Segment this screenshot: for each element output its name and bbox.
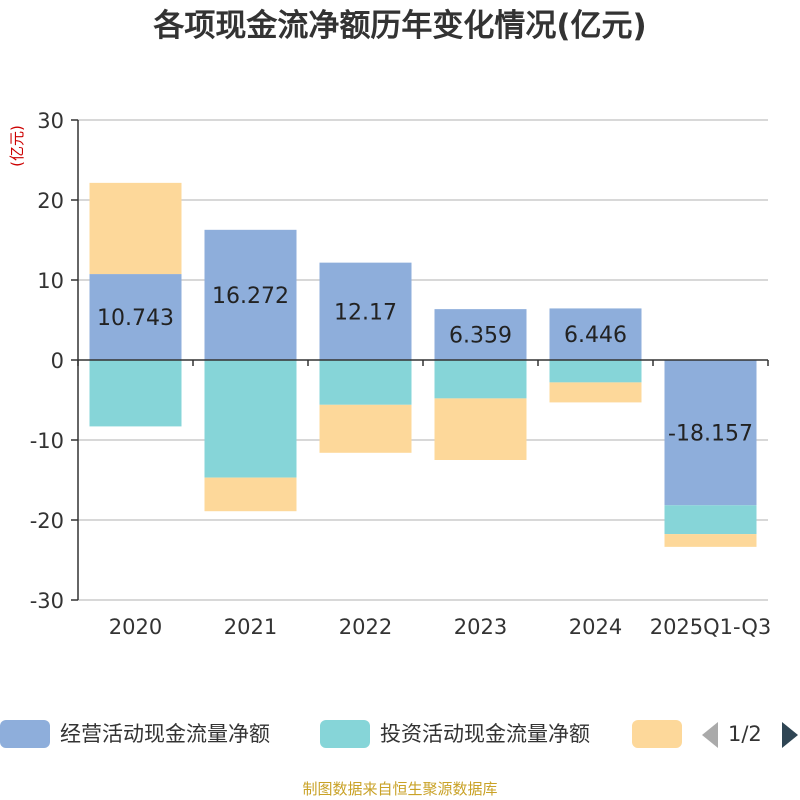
legend-page-indicator: 1/2 bbox=[728, 722, 762, 746]
bar-series-2-2020[interactable] bbox=[89, 182, 182, 275]
cash-flow-chart: 30 20 10 0 -10 -20 -30 2020 2021 2022 2023 2024 2025… bbox=[8, 109, 772, 639]
data-labels: 10.743 16.272 12.17 6.359 6.446 -18.157 bbox=[97, 284, 753, 447]
x-tick-label: 2024 bbox=[569, 615, 622, 639]
y-axis-title: (亿元) bbox=[8, 125, 26, 167]
y-tick-label: -10 bbox=[30, 429, 64, 453]
bar-series-1-2021[interactable] bbox=[204, 360, 297, 478]
x-tick-label: 2025Q1-Q3 bbox=[650, 615, 772, 639]
legend-prev-page-icon[interactable] bbox=[702, 722, 718, 748]
bar-series-2-2022[interactable] bbox=[319, 404, 412, 453]
legend-swatch-financing bbox=[632, 720, 682, 748]
bar-series-0-2025Q1-Q3[interactable] bbox=[664, 360, 757, 506]
bar-series-1-2024[interactable] bbox=[549, 360, 642, 383]
axes: 30 20 10 0 -10 -20 -30 2020 2021 2022 2023 2024 2025… bbox=[30, 109, 772, 639]
bar-series-0-2024[interactable] bbox=[549, 308, 642, 360]
bar-series-1-2025Q1-Q3[interactable] bbox=[664, 505, 757, 535]
bar-series-1-2023[interactable] bbox=[434, 360, 527, 399]
y-tick-label: 30 bbox=[37, 109, 64, 133]
legend-swatch-operating bbox=[0, 720, 50, 748]
data-label: 16.272 bbox=[212, 284, 289, 309]
bar-series-2-2025Q1-Q3[interactable] bbox=[664, 534, 757, 547]
bar-series-0-2021[interactable] bbox=[204, 229, 297, 360]
legend-label-operating: 经营活动现金流量净额 bbox=[60, 722, 270, 746]
y-tick-label: 0 bbox=[51, 349, 64, 373]
chart-title: 各项现金流净额历年变化情况(亿元) bbox=[153, 8, 647, 44]
bar-series-1-2022[interactable] bbox=[319, 360, 412, 405]
legend: 经营活动现金流量净额 投资活动现金流量净额 bbox=[0, 716, 800, 752]
data-label: -18.157 bbox=[668, 422, 753, 447]
x-tick-label: 2021 bbox=[224, 615, 277, 639]
legend-swatch-investing bbox=[320, 720, 370, 748]
bars bbox=[89, 182, 757, 547]
x-tick-label: 2023 bbox=[454, 615, 507, 639]
y-tick-label: 20 bbox=[37, 189, 64, 213]
legend-label-investing: 投资活动现金流量净额 bbox=[380, 722, 590, 746]
y-tick-label: -30 bbox=[30, 589, 64, 613]
bar-series-2-2021[interactable] bbox=[204, 477, 297, 512]
y-tick-label: -20 bbox=[30, 509, 64, 533]
bar-series-0-2023[interactable] bbox=[434, 309, 527, 360]
data-label: 6.446 bbox=[564, 323, 627, 348]
bar-series-0-2020[interactable] bbox=[89, 274, 182, 360]
data-label: 10.743 bbox=[97, 306, 174, 331]
bar-series-2-2023[interactable] bbox=[434, 398, 527, 460]
legend-next-page-icon[interactable] bbox=[782, 722, 798, 748]
bar-series-0-2022[interactable] bbox=[319, 262, 412, 360]
x-tick-label: 2022 bbox=[339, 615, 392, 639]
data-label: 6.359 bbox=[449, 324, 512, 349]
x-tick-label: 2020 bbox=[109, 615, 162, 639]
y-tick-label: 10 bbox=[37, 269, 64, 293]
source-note: 制图数据来自恒生聚源数据库 bbox=[302, 780, 498, 798]
data-label: 12.17 bbox=[334, 300, 397, 325]
bar-series-2-2024[interactable] bbox=[549, 382, 642, 403]
bar-series-1-2020[interactable] bbox=[89, 360, 182, 427]
grid-lines bbox=[78, 119, 768, 601]
